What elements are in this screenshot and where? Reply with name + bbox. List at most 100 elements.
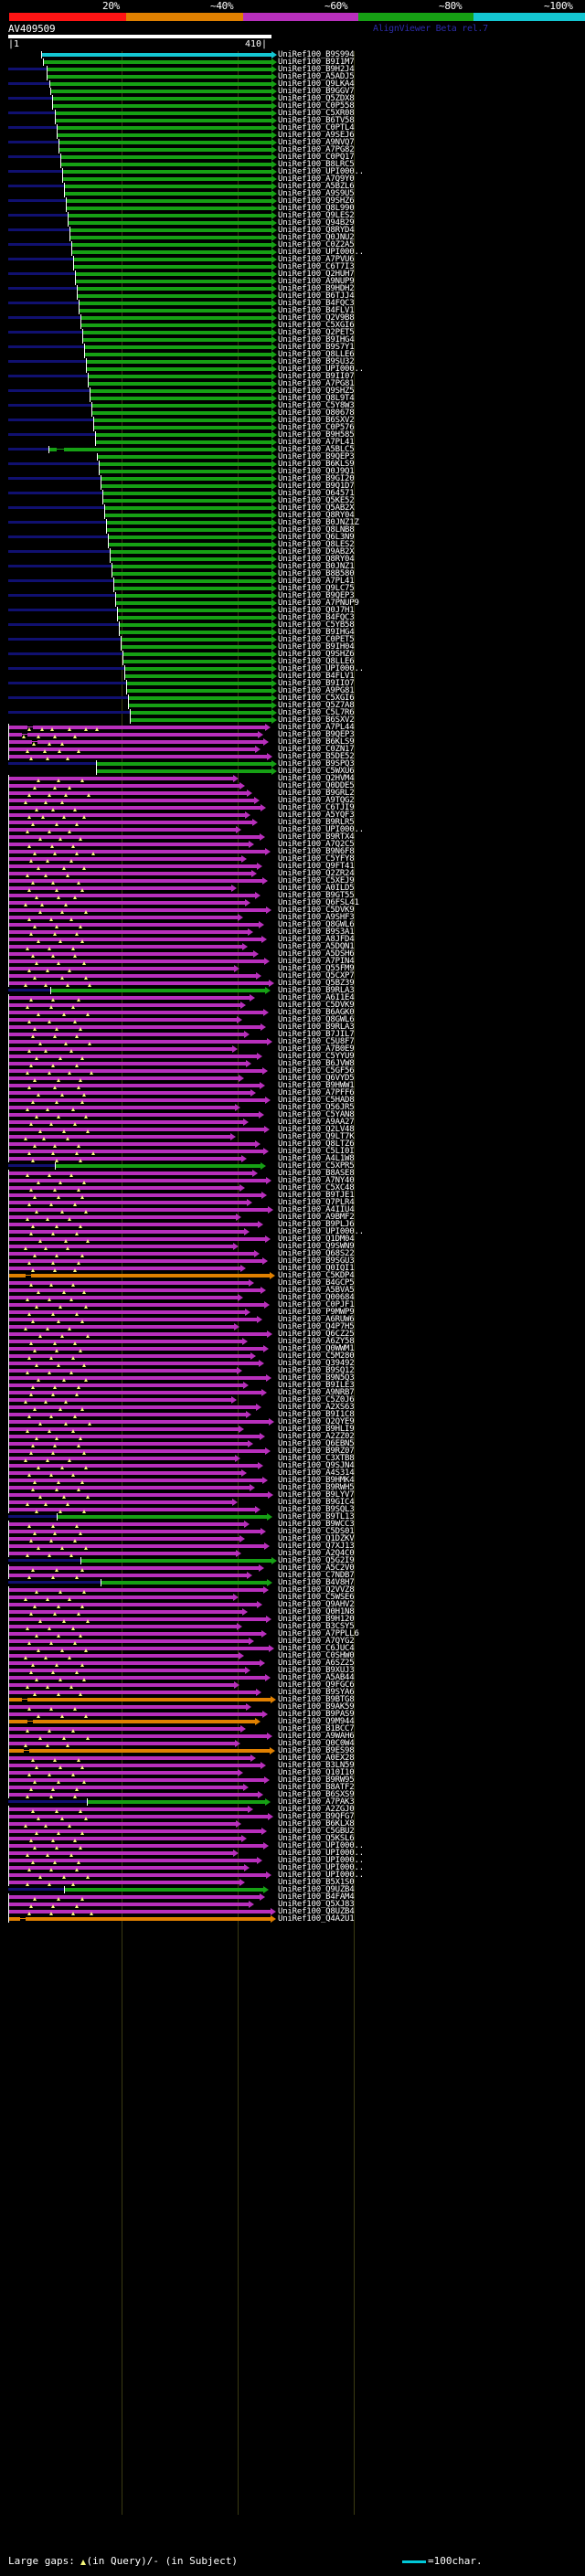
alignment-row[interactable]: UniRef100_Q9UZB4 <box>0 1886 585 1894</box>
hit-accession-label[interactable]: UniRef100_Q39492 <box>278 1359 355 1368</box>
hit-accession-label[interactable]: UniRef100_B9BTG8 <box>278 1695 355 1704</box>
hsp-segment[interactable] <box>8 1866 244 1870</box>
alignment-row[interactable]: UniRef100_A7NY40 <box>0 1177 585 1185</box>
hit-accession-label[interactable]: UniRef100_Q00684 <box>278 1293 355 1302</box>
alignment-row[interactable]: UniRef100_B9SU32 <box>0 358 585 366</box>
alignment-row[interactable]: UniRef100_A7PVU6 <box>0 256 585 264</box>
alignment-row[interactable]: UniRef100_B9IH04 <box>0 643 585 652</box>
hit-accession-label[interactable]: UniRef100_Q8GWL6 <box>278 920 355 929</box>
hsp-segment[interactable] <box>8 843 249 846</box>
hit-accession-label[interactable]: UniRef100_B9QEP3 <box>278 452 355 461</box>
alignment-row[interactable]: UniRef100_Q9LC75 <box>0 585 585 593</box>
hit-accession-label[interactable]: UniRef100_B9XUJ3 <box>278 1666 355 1675</box>
alignment-row[interactable]: UniRef100_B9SYA6 <box>0 1689 585 1697</box>
hit-accession-label[interactable]: UniRef100_Q0IQI1 <box>278 1264 355 1273</box>
hit-accession-label[interactable]: UniRef100_B9GGV7 <box>278 87 355 96</box>
hit-accession-label[interactable]: UniRef100_Q8RY04 <box>278 555 355 564</box>
hit-accession-label[interactable]: UniRef100_UPI000.. <box>278 248 364 257</box>
hit-accession-label[interactable]: UniRef100_UPI000.. <box>278 1841 364 1850</box>
hsp-segment[interactable] <box>79 302 271 305</box>
hsp-segment[interactable] <box>8 1376 266 1380</box>
hit-accession-label[interactable]: UniRef100_B9HDH2 <box>278 284 355 293</box>
alignment-row[interactable]: UniRef100_B9RW95 <box>0 1776 585 1785</box>
hit-accession-label[interactable]: UniRef100_Q2V9B8 <box>278 313 355 323</box>
hit-accession-label[interactable]: UniRef100_C5XC48 <box>278 1183 355 1193</box>
hsp-segment[interactable] <box>50 989 265 992</box>
hsp-segment[interactable] <box>8 1055 257 1058</box>
hit-accession-label[interactable]: UniRef100_C5YFY8 <box>278 854 355 864</box>
alignment-row[interactable]: UniRef100_Q9SJN4 <box>0 1462 585 1470</box>
hit-accession-label[interactable]: UniRef100_A5DSH6 <box>278 949 355 959</box>
hit-accession-label[interactable]: UniRef100_B9RLA3 <box>278 986 355 995</box>
hit-accession-label[interactable]: UniRef100_C5M280 <box>278 1352 355 1361</box>
hsp-segment[interactable] <box>8 1135 230 1139</box>
hsp-segment[interactable] <box>8 1910 271 1913</box>
alignment-row[interactable]: UniRef100_B9SQL3 <box>0 1506 585 1514</box>
hsp-segment[interactable] <box>8 1632 261 1636</box>
hit-accession-label[interactable]: UniRef100_O64571 <box>278 489 355 498</box>
hsp-segment[interactable] <box>8 1098 265 1102</box>
hsp-segment[interactable] <box>106 528 271 532</box>
hsp-segment[interactable] <box>8 1683 234 1687</box>
hsp-segment[interactable] <box>8 923 259 927</box>
alignment-row[interactable]: UniRef100_B9RTX4 <box>0 833 585 842</box>
alignment-row[interactable]: UniRef100_B9TL13 <box>0 1513 585 1521</box>
hsp-segment[interactable] <box>99 462 271 466</box>
alignment-row[interactable]: UniRef100_A4L1W8 <box>0 1155 585 1163</box>
hit-accession-label[interactable]: UniRef100_B9PLJ6 <box>278 1220 355 1229</box>
hsp-segment[interactable] <box>8 1625 237 1628</box>
hsp-segment[interactable] <box>8 1457 235 1460</box>
alignment-row[interactable]: UniRef100_C5U8F7 <box>0 1038 585 1046</box>
hit-accession-label[interactable]: UniRef100_C5L7R6 <box>278 708 355 717</box>
hsp-segment[interactable] <box>90 397 271 400</box>
alignment-row[interactable]: UniRef100_Q9FGC6 <box>0 1681 585 1690</box>
hit-accession-label[interactable]: UniRef100_A7PL44 <box>278 723 355 732</box>
alignment-row[interactable]: UniRef100_B9H585 <box>0 431 585 440</box>
hit-accession-label[interactable]: UniRef100_B9RW95 <box>278 1776 355 1785</box>
alignment-row[interactable]: UniRef100_Q9SHZ6 <box>0 197 585 206</box>
hit-accession-label[interactable]: UniRef100_Q8LES2 <box>278 540 355 549</box>
alignment-row[interactable]: UniRef100_B3CSY5 <box>0 1623 585 1631</box>
hit-accession-label[interactable]: UniRef100_A9SEJ6 <box>278 131 355 140</box>
alignment-row[interactable]: UniRef100_A7PNUP9 <box>0 599 585 608</box>
hit-accession-label[interactable]: UniRef100_A9WAH6 <box>278 1732 355 1741</box>
hsp-segment[interactable] <box>8 755 267 758</box>
hsp-segment[interactable] <box>8 916 238 919</box>
hsp-segment[interactable] <box>68 214 271 217</box>
alignment-row[interactable]: UniRef100_B6SXS9 <box>0 1791 585 1799</box>
alignment-row[interactable]: UniRef100_Q8UZB4 <box>0 1908 585 1916</box>
hit-accession-label[interactable]: UniRef100_B4FLV1 <box>278 306 355 315</box>
alignment-row[interactable]: UniRef100_C5XC48 <box>0 1183 585 1193</box>
hit-accession-label[interactable]: UniRef100_A7PL41 <box>278 577 355 586</box>
alignment-row[interactable]: UniRef100_B9AK59 <box>0 1703 585 1712</box>
hit-accession-label[interactable]: UniRef100_A9NVQ7 <box>278 138 355 147</box>
alignment-row[interactable]: UniRef100_C5Y8W3 <box>0 402 585 410</box>
hit-accession-label[interactable]: UniRef100_Q6EBN5 <box>278 1439 355 1448</box>
hit-accession-label[interactable]: UniRef100_B8B580 <box>278 569 355 578</box>
hsp-segment[interactable] <box>8 726 27 729</box>
alignment-row[interactable]: UniRef100_C0PET5 <box>0 635 585 644</box>
hit-accession-label[interactable]: UniRef100_Q2VVZ8 <box>278 1585 355 1595</box>
hsp-segment[interactable] <box>8 821 252 824</box>
alignment-row[interactable]: UniRef100_C3XTB8 <box>0 1455 585 1463</box>
hsp-segment[interactable] <box>8 1354 250 1358</box>
hsp-segment[interactable] <box>8 1537 239 1541</box>
hit-accession-label[interactable]: UniRef100_C0PET5 <box>278 635 355 644</box>
alignment-row[interactable]: UniRef100_B9IHG4 <box>0 336 585 345</box>
alignment-row[interactable]: UniRef100_C7NDB7 <box>0 1572 585 1580</box>
hsp-segment[interactable] <box>88 382 271 386</box>
alignment-row[interactable]: UniRef100_Q6VYD5 <box>0 1075 585 1083</box>
alignment-row[interactable]: UniRef100_C6TJI9 <box>0 804 585 812</box>
hsp-segment[interactable] <box>8 1274 26 1277</box>
hsp-segment[interactable] <box>8 1186 239 1190</box>
hsp-segment[interactable] <box>8 1362 259 1365</box>
hit-accession-label[interactable]: UniRef100_A4S314 <box>278 1468 355 1478</box>
hsp-segment[interactable] <box>8 1508 255 1511</box>
hsp-segment[interactable] <box>84 345 271 349</box>
alignment-row[interactable]: UniRef100_B9QEP3 <box>0 731 585 739</box>
hsp-segment[interactable] <box>8 1705 246 1709</box>
hit-accession-label[interactable]: UniRef100_B9I1C8 <box>278 1410 355 1419</box>
hsp-segment[interactable] <box>55 119 271 122</box>
alignment-row[interactable]: UniRef100_Q9SHZ6 <box>0 651 585 659</box>
hit-accession-label[interactable]: UniRef100_Q4P7H5 <box>278 1322 355 1331</box>
